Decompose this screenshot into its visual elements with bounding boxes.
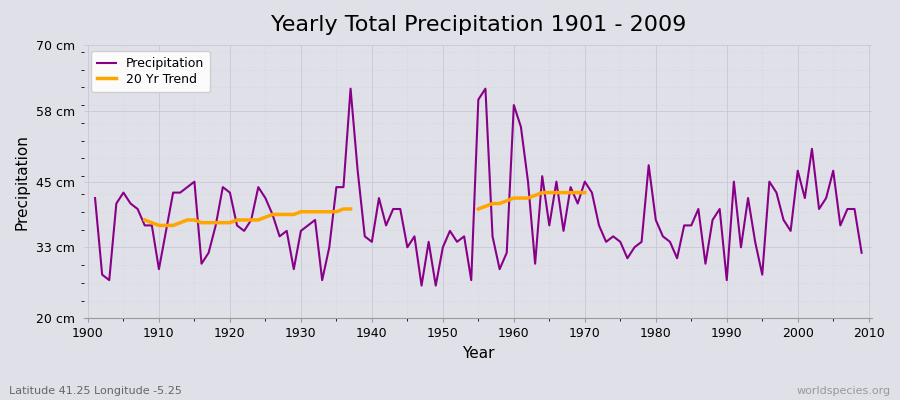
Precipitation (90, 196, 101, 200)
20 Yr Trend (267, 212, 278, 217)
20 Yr Trend (338, 207, 349, 212)
20 Yr Trend (175, 220, 185, 225)
Precipitation (416, 283, 427, 288)
Precipitation (523, 179, 534, 184)
20 Yr Trend (317, 209, 328, 214)
20 Yr Trend (224, 220, 235, 225)
20 Yr Trend (253, 218, 264, 222)
Precipitation (856, 250, 867, 255)
Precipitation (346, 86, 356, 91)
20 Yr Trend (203, 220, 214, 225)
20 Yr Trend (211, 220, 221, 225)
20 Yr Trend (218, 220, 229, 225)
20 Yr Trend (260, 215, 271, 220)
20 Yr Trend (182, 218, 193, 222)
Precipitation (352, 168, 363, 173)
Precipitation (608, 234, 618, 239)
20 Yr Trend (189, 218, 200, 222)
20 Yr Trend (288, 212, 299, 217)
Text: Latitude 41.25 Longitude -5.25: Latitude 41.25 Longitude -5.25 (9, 386, 182, 396)
20 Yr Trend (324, 209, 335, 214)
Title: Yearly Total Precipitation 1901 - 2009: Yearly Total Precipitation 1901 - 2009 (271, 15, 686, 35)
Y-axis label: Precipitation: Precipitation (15, 134, 30, 230)
20 Yr Trend (274, 212, 285, 217)
20 Yr Trend (160, 223, 171, 228)
20 Yr Trend (196, 220, 207, 225)
20 Yr Trend (310, 209, 320, 214)
20 Yr Trend (238, 218, 249, 222)
Precipitation (302, 223, 313, 228)
Precipitation (516, 124, 526, 129)
20 Yr Trend (282, 212, 292, 217)
20 Yr Trend (295, 209, 306, 214)
Text: worldspecies.org: worldspecies.org (796, 386, 891, 396)
20 Yr Trend (140, 218, 150, 222)
20 Yr Trend (331, 209, 342, 214)
Line: Precipitation: Precipitation (95, 89, 861, 286)
20 Yr Trend (231, 218, 242, 222)
20 Yr Trend (346, 207, 356, 212)
X-axis label: Year: Year (462, 346, 495, 361)
20 Yr Trend (167, 223, 178, 228)
Line: 20 Yr Trend: 20 Yr Trend (145, 209, 351, 226)
20 Yr Trend (154, 223, 165, 228)
20 Yr Trend (246, 218, 256, 222)
20 Yr Trend (302, 209, 313, 214)
20 Yr Trend (147, 220, 158, 225)
Precipitation (147, 223, 158, 228)
Legend: Precipitation, 20 Yr Trend: Precipitation, 20 Yr Trend (91, 51, 211, 92)
